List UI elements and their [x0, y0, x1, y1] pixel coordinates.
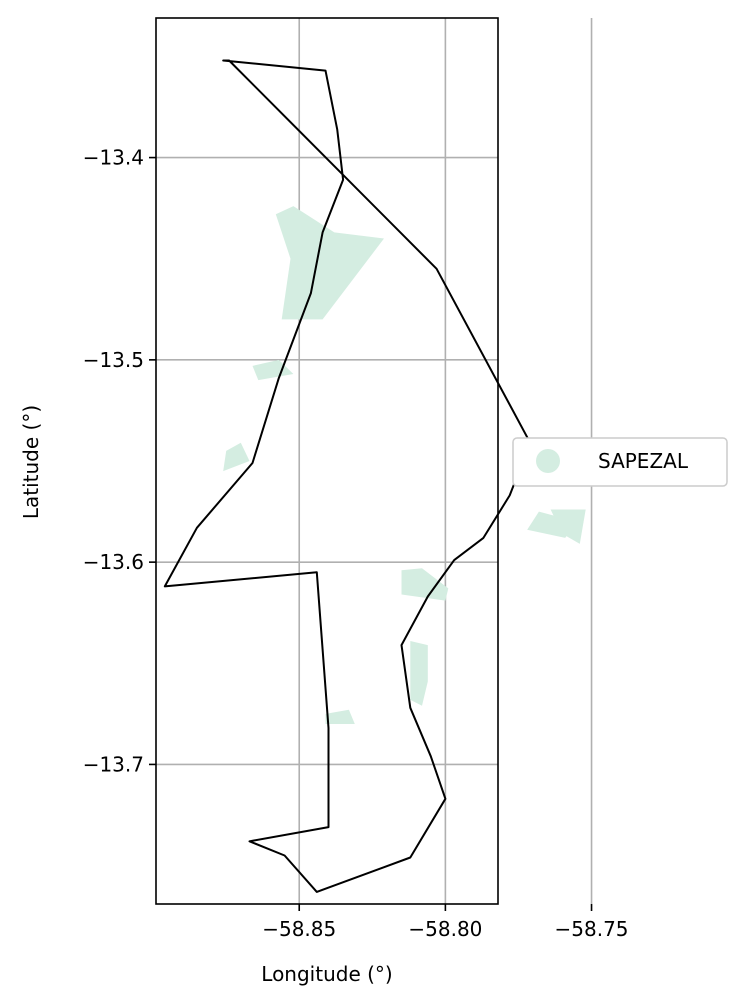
x-tick-label: −58.85	[262, 917, 336, 941]
y-axis-ticks: −13.4 −13.5 −13.6 −13.7	[83, 146, 156, 776]
land-feature-sapezal	[223, 442, 250, 472]
y-axis-label: Latitude (°)	[19, 405, 43, 519]
y-tick-label: −13.4	[83, 146, 144, 170]
legend-label-sapezal: SAPEZAL	[598, 449, 689, 473]
municipality-boundary	[163, 59, 532, 893]
x-tick-label: −58.75	[555, 917, 629, 941]
legend-frame	[512, 437, 728, 487]
land-feature-sapezal	[275, 206, 384, 320]
x-tick-label: −58.80	[408, 917, 482, 941]
y-tick-label: −13.5	[83, 348, 144, 372]
y-tick-label: −13.6	[83, 550, 144, 574]
land-feature-sapezal	[410, 641, 428, 706]
legend-marker	[536, 449, 560, 473]
land-feature-sapezal	[252, 359, 294, 381]
land-feature-sapezal	[550, 509, 586, 544]
x-axis-ticks: −58.85 −58.80 −58.75	[262, 904, 629, 941]
x-axis-label: Longitude (°)	[261, 962, 392, 986]
land-feature-sapezal	[325, 709, 355, 724]
y-tick-label: −13.7	[83, 752, 144, 776]
legend: SAPEZAL	[512, 437, 728, 487]
land-feature-sapezal	[401, 568, 449, 601]
land-use-features	[223, 206, 586, 724]
axes-frame	[155, 17, 499, 905]
